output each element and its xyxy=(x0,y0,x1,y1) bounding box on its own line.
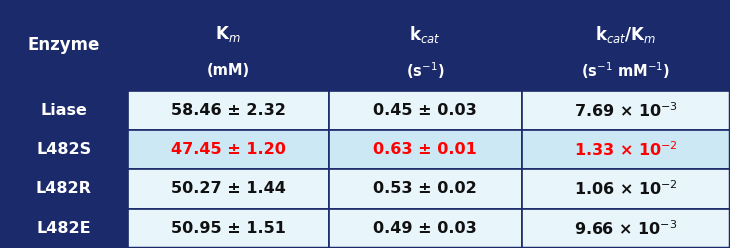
Text: k$_{cat}$: k$_{cat}$ xyxy=(410,24,441,45)
Bar xyxy=(128,209,328,248)
Bar xyxy=(522,91,730,130)
Text: 50.27 ± 1.44: 50.27 ± 1.44 xyxy=(171,182,285,196)
Text: (mM): (mM) xyxy=(207,63,250,78)
Bar xyxy=(328,91,522,130)
Text: 0.63 ± 0.01: 0.63 ± 0.01 xyxy=(373,142,477,157)
Text: 47.45 ± 1.20: 47.45 ± 1.20 xyxy=(171,142,285,157)
Text: 50.95 ± 1.51: 50.95 ± 1.51 xyxy=(171,221,285,236)
Text: L482S: L482S xyxy=(36,142,91,157)
Bar xyxy=(0,130,128,169)
Bar xyxy=(522,169,730,209)
Text: k$_{cat}$/K$_m$: k$_{cat}$/K$_m$ xyxy=(595,24,657,45)
Text: 1.33 × 10$^{-2}$: 1.33 × 10$^{-2}$ xyxy=(574,140,678,159)
Text: 1.06 × 10$^{-2}$: 1.06 × 10$^{-2}$ xyxy=(574,180,678,198)
Text: K$_m$: K$_m$ xyxy=(215,24,241,44)
Text: 0.53 ± 0.02: 0.53 ± 0.02 xyxy=(373,182,477,196)
Text: (s$^{-1}$): (s$^{-1}$) xyxy=(406,60,445,81)
Text: (s$^{-1}$ mM$^{-1}$): (s$^{-1}$ mM$^{-1}$) xyxy=(582,60,670,81)
Text: 9.66 × 10$^{-3}$: 9.66 × 10$^{-3}$ xyxy=(575,219,677,238)
Bar xyxy=(0,169,128,209)
Bar xyxy=(0,209,128,248)
Bar xyxy=(128,91,328,130)
Text: L482R: L482R xyxy=(36,182,92,196)
Bar xyxy=(328,209,522,248)
Text: 0.45 ± 0.03: 0.45 ± 0.03 xyxy=(373,103,477,118)
Bar xyxy=(128,0,328,91)
Text: Enzyme: Enzyme xyxy=(28,36,100,54)
Bar xyxy=(328,130,522,169)
Bar xyxy=(328,169,522,209)
Text: L482E: L482E xyxy=(36,221,91,236)
Text: Liase: Liase xyxy=(40,103,88,118)
Bar xyxy=(522,130,730,169)
Text: 58.46 ± 2.32: 58.46 ± 2.32 xyxy=(171,103,285,118)
Bar xyxy=(522,0,730,91)
Text: 0.49 ± 0.03: 0.49 ± 0.03 xyxy=(373,221,477,236)
Text: 7.69 × 10$^{-3}$: 7.69 × 10$^{-3}$ xyxy=(574,101,678,120)
Bar xyxy=(128,169,328,209)
Bar xyxy=(522,209,730,248)
Bar xyxy=(0,0,128,91)
Bar xyxy=(0,91,128,130)
Bar xyxy=(328,0,522,91)
Bar xyxy=(128,130,328,169)
